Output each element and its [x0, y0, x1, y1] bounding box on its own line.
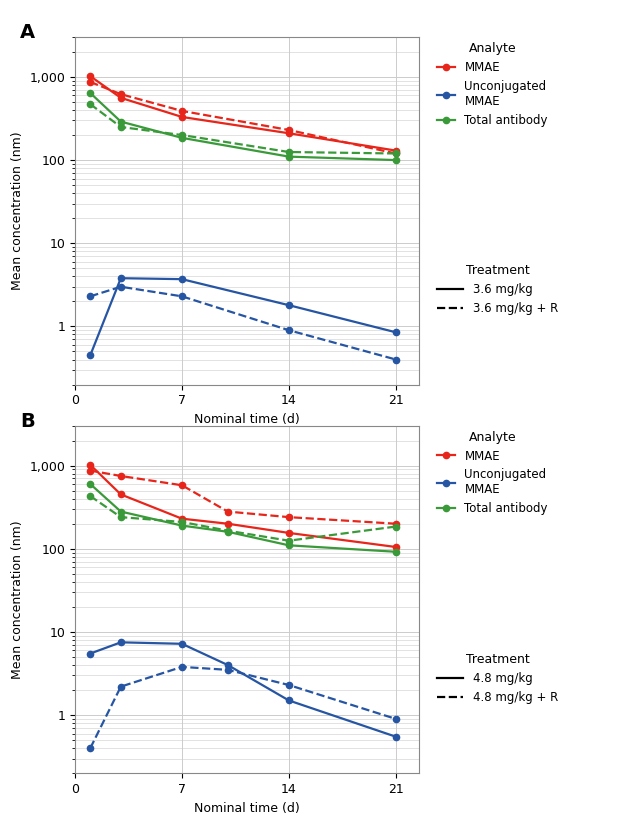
Legend: 3.6 mg/kg, 3.6 mg/kg + R: 3.6 mg/kg, 3.6 mg/kg + R: [432, 260, 562, 320]
Y-axis label: Mean concentration (nm): Mean concentration (nm): [11, 131, 24, 290]
Text: A: A: [20, 23, 35, 42]
Text: B: B: [20, 412, 35, 431]
X-axis label: Nominal time (d): Nominal time (d): [194, 413, 300, 426]
Legend: 4.8 mg/kg, 4.8 mg/kg + R: 4.8 mg/kg, 4.8 mg/kg + R: [432, 648, 562, 709]
Y-axis label: Mean concentration (nm): Mean concentration (nm): [11, 520, 24, 679]
X-axis label: Nominal time (d): Nominal time (d): [194, 801, 300, 815]
